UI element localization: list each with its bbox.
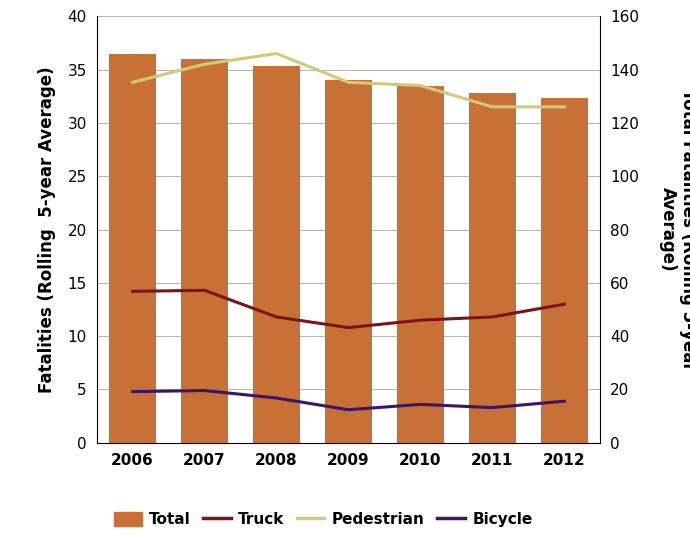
Y-axis label: Fatalities (Rolling  5-year Average): Fatalities (Rolling 5-year Average): [39, 66, 57, 393]
Y-axis label: Total Fatalities (Rolling 5-year
Average): Total Fatalities (Rolling 5-year Average…: [658, 89, 690, 370]
Bar: [541, 98, 588, 443]
Bar: [397, 85, 444, 443]
Legend: Total, Truck, Pedestrian, Bicycle: Total, Truck, Pedestrian, Bicycle: [108, 506, 539, 533]
Bar: [181, 59, 228, 443]
Bar: [469, 93, 515, 443]
Bar: [325, 80, 372, 443]
Bar: [253, 66, 300, 443]
Bar: [109, 53, 156, 443]
